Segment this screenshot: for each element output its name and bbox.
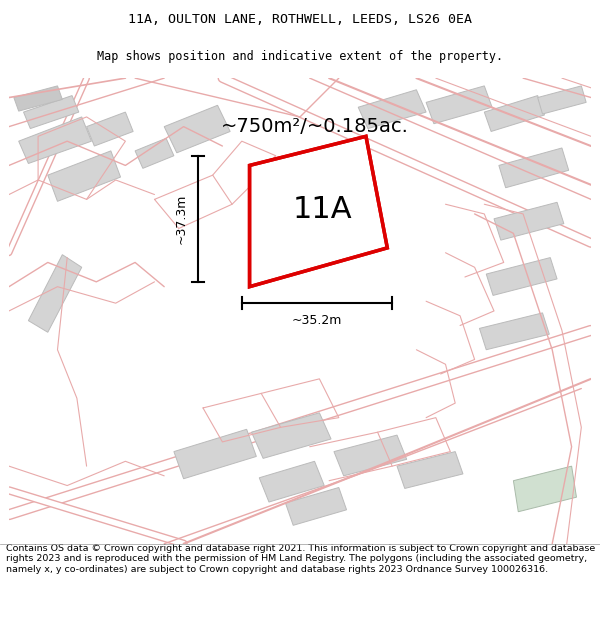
Text: 11A, OULTON LANE, ROTHWELL, LEEDS, LS26 0EA: 11A, OULTON LANE, ROTHWELL, LEEDS, LS26 … [128, 13, 472, 26]
Text: ~35.2m: ~35.2m [292, 314, 342, 327]
Polygon shape [251, 412, 331, 458]
Polygon shape [250, 136, 388, 287]
Polygon shape [358, 90, 426, 129]
Polygon shape [334, 435, 407, 476]
Polygon shape [486, 258, 557, 296]
Polygon shape [48, 151, 121, 201]
Text: 11A: 11A [293, 194, 353, 224]
Polygon shape [19, 117, 91, 164]
Polygon shape [286, 488, 347, 526]
Text: ~750m²/~0.185ac.: ~750m²/~0.185ac. [220, 117, 409, 136]
Polygon shape [174, 429, 256, 479]
Polygon shape [479, 313, 550, 350]
Polygon shape [135, 138, 174, 168]
Polygon shape [269, 156, 368, 268]
Polygon shape [538, 86, 586, 114]
Text: Map shows position and indicative extent of the property.: Map shows position and indicative extent… [97, 50, 503, 62]
Polygon shape [514, 466, 577, 512]
Polygon shape [484, 96, 544, 131]
Text: ~37.3m: ~37.3m [174, 194, 187, 244]
Polygon shape [14, 86, 62, 111]
Polygon shape [499, 148, 569, 188]
Polygon shape [23, 96, 79, 129]
Polygon shape [494, 202, 564, 240]
Polygon shape [259, 461, 324, 502]
Polygon shape [397, 452, 463, 489]
Polygon shape [28, 254, 82, 332]
Text: Contains OS data © Crown copyright and database right 2021. This information is : Contains OS data © Crown copyright and d… [6, 544, 595, 574]
Polygon shape [86, 112, 133, 146]
Polygon shape [426, 86, 492, 124]
Polygon shape [164, 105, 230, 153]
